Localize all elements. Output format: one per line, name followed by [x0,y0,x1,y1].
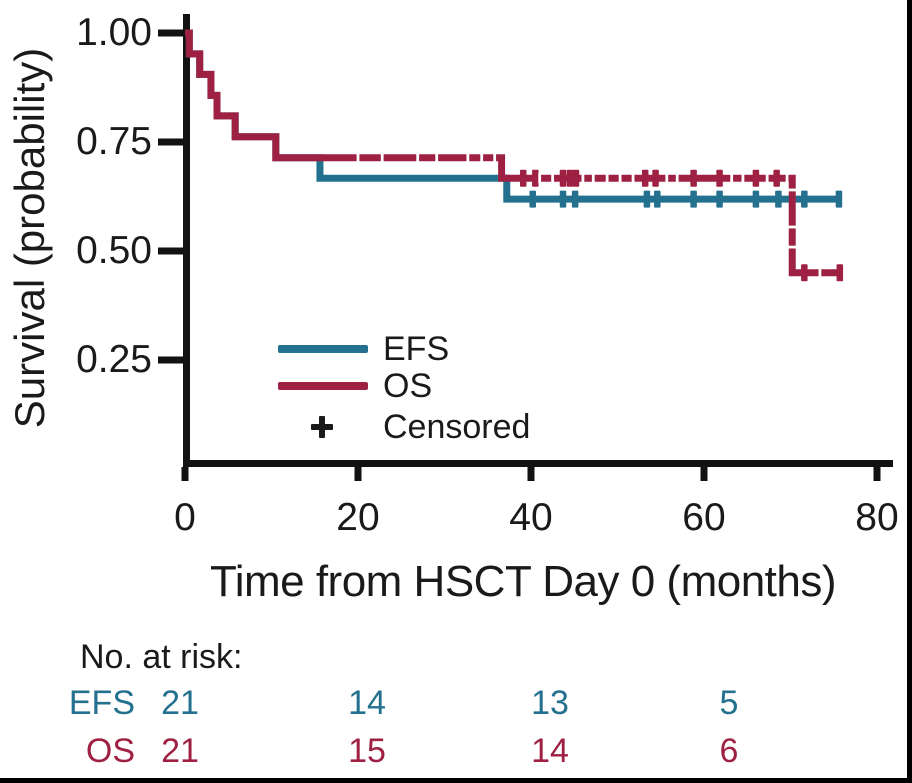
image-border-bottom [0,778,912,783]
os-line-gap [591,173,595,184]
os-line-gap [730,173,734,184]
censor-mark-os [752,169,760,187]
os-line-gap [675,173,679,184]
x-tick-mark [181,467,189,481]
risk-count-efs-20: 14 [348,684,386,722]
censor-mark-os [716,169,723,187]
censor-mark-os [532,169,539,187]
os-line-gap [818,267,822,278]
censor-mark-efs [654,190,661,208]
os-line-gap [493,152,497,163]
censor-mark-os [519,169,527,187]
x-axis-title: Time from HSCT Day 0 (months) [209,557,837,606]
risk-row-label-os: OS [85,732,135,770]
y-tick-mark [158,247,184,255]
censor-mark-os [801,264,808,282]
x-tick-label: 80 [855,496,899,539]
censor-mark-os [641,169,649,187]
censor-mark-efs [690,190,697,208]
censor-mark-os [566,169,574,187]
os-line-gap [466,152,470,163]
y-tick-label: 1.00 [76,11,152,54]
risk-count-os-60: 6 [719,732,739,770]
os-line-gap [787,188,798,192]
censor-mark-efs [571,190,579,208]
os-line-gap [741,173,745,184]
os-line-gap [787,245,798,249]
os-line-gap [765,173,769,184]
os-line-gap [356,152,360,163]
censor-mark-efs [559,190,567,208]
efs-line-swatch [278,345,368,353]
y-axis-line [183,14,190,467]
os-line-gap [416,152,420,163]
x-tick-label: 60 [682,496,726,539]
os-line-gap [480,152,484,163]
os-line-gap [435,152,439,163]
os-line-gap [538,173,542,184]
image-border-right [907,0,912,783]
censor-mark-efs [775,190,782,208]
os-line-gap [787,225,798,229]
censor-mark-efs [835,190,843,208]
legend-label-censored: Censored [383,408,531,446]
y-tick-label: 0.25 [76,338,152,381]
x-tick-label: 0 [174,496,196,539]
y-tick-label: 0.50 [76,229,152,272]
censor-mark-os [572,169,580,187]
os-line-swatch [278,382,368,390]
x-axis-line [183,460,893,467]
legend-label-efs: EFS [383,330,450,368]
x-tick-label: 20 [336,496,380,539]
os-line-gap [785,173,789,184]
censor-mark-os [559,169,567,187]
x-tick-label: 40 [509,496,553,539]
censored-plus-icon [311,416,333,438]
os-line-gap [665,173,669,184]
x-tick-mark [354,467,362,481]
risk-count-os-0: 21 [161,732,199,770]
os-line-gap [605,173,609,184]
censor-mark-os [836,264,844,282]
risk-table-title: No. at risk: [80,638,243,676]
os-line-gap [618,173,622,184]
censor-mark-efs [752,190,760,208]
censor-mark-os [652,169,659,187]
risk-count-os-20: 15 [348,732,386,770]
x-tick-mark [527,467,535,481]
y-tick-mark [158,29,184,37]
censor-mark-os [773,169,780,187]
y-tick-mark [158,138,184,146]
risk-count-os-40: 14 [531,732,569,770]
risk-row-label-efs: EFS [68,684,135,722]
censor-mark-efs [716,190,723,208]
survival-curve-os [185,29,841,277]
os-line-gap [551,173,555,184]
censor-mark-os [690,169,697,187]
censor-mark-efs [529,190,536,208]
risk-count-efs-60: 5 [719,684,739,722]
y-tick-mark [158,356,184,364]
x-tick-mark [873,467,881,481]
censor-mark-efs [643,190,651,208]
y-axis-title: Survival (probability) [6,47,53,429]
risk-count-efs-40: 13 [531,684,569,722]
y-tick-label: 0.75 [76,120,152,163]
censor-mark-efs [801,190,808,208]
os-line-gap [631,173,635,184]
legend-label-os: OS [383,367,433,405]
risk-count-efs-0: 21 [161,684,199,722]
x-tick-mark [700,467,708,481]
os-line-gap [380,152,384,163]
os-line-gap [581,173,585,184]
